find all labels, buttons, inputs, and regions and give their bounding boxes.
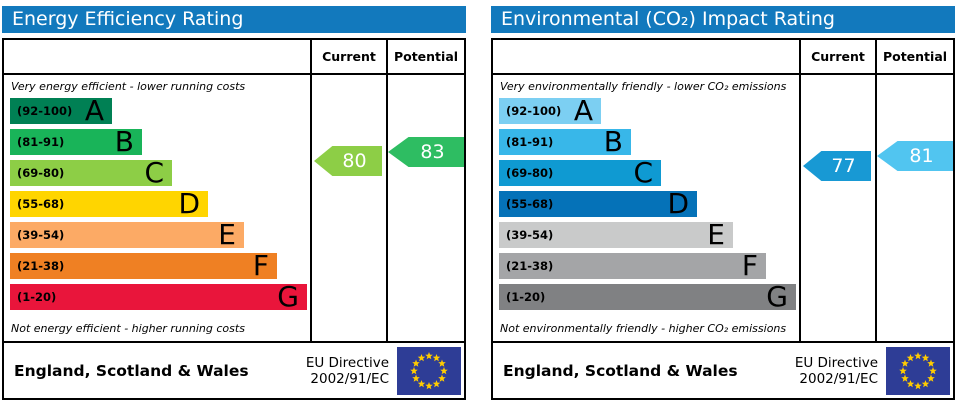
energy-efficiency-panel: Energy Efficiency Rating Current Potenti…: [2, 6, 466, 400]
top-note: Very environmentally friendly - lower CO…: [500, 80, 787, 93]
band-f: (21-38) F: [499, 249, 766, 282]
potential-rating-arrow: 83: [388, 137, 464, 167]
eu-directive-line2: 2002/91/EC: [799, 370, 878, 387]
band-letter: B: [114, 125, 134, 158]
band-range: (55-68): [17, 197, 65, 211]
eu-flag-icon: [886, 346, 950, 395]
band-letter: G: [766, 280, 788, 313]
band-a: (92-100) A: [499, 94, 601, 127]
band-area: Very environmentally friendly - lower CO…: [493, 75, 801, 341]
empty-header-cell: [4, 40, 312, 75]
region-label: England, Scotland & Wales: [503, 361, 738, 380]
band-b: (81-91) B: [499, 125, 631, 158]
bottom-note: Not energy efficient - higher running co…: [11, 322, 245, 335]
panel-footer: England, Scotland & Wales EU Directive 2…: [4, 341, 464, 398]
band-c: (69-80) C: [499, 156, 661, 189]
band-letter: D: [178, 187, 200, 220]
empty-header-cell: [493, 40, 801, 75]
band-letter: E: [707, 218, 725, 251]
potential-column-header: Potential: [877, 40, 953, 75]
region-label: England, Scotland & Wales: [14, 361, 249, 380]
band-range: (92-100): [17, 104, 73, 118]
environmental-impact-panel: Environmental (CO₂) Impact Rating Curren…: [491, 6, 955, 400]
band-c: (69-80) C: [10, 156, 172, 189]
band-range: (69-80): [506, 166, 554, 180]
band-letter: F: [741, 249, 758, 282]
current-rating-cell: 80: [312, 75, 388, 341]
top-note: Very energy efficient - lower running co…: [11, 80, 246, 93]
eu-directive-line2: 2002/91/EC: [310, 370, 389, 387]
current-rating-cell: 77: [801, 75, 877, 341]
band-area: Very energy efficient - lower running co…: [4, 75, 312, 341]
eu-directive-label: EU Directive 2002/91/EC: [306, 355, 389, 387]
band-range: (81-91): [17, 135, 65, 149]
panel-title: Energy Efficiency Rating: [2, 6, 466, 33]
band-letter: G: [277, 280, 299, 313]
band-letter: A: [573, 94, 593, 127]
potential-column-header: Potential: [388, 40, 464, 75]
band-letter: B: [603, 125, 623, 158]
band-d: (55-68) D: [10, 187, 208, 220]
panel-title: Environmental (CO₂) Impact Rating: [491, 6, 955, 33]
potential-rating-cell: 81: [877, 75, 953, 341]
band-range: (81-91): [506, 135, 554, 149]
eu-flag-icon: [397, 346, 461, 395]
current-rating-arrow: 77: [803, 151, 871, 181]
band-letter: D: [667, 187, 689, 220]
band-letter: C: [144, 156, 164, 189]
band-e: (39-54) E: [10, 218, 244, 251]
current-column-header: Current: [312, 40, 388, 75]
potential-rating-cell: 83: [388, 75, 464, 341]
band-d: (55-68) D: [499, 187, 697, 220]
band-a: (92-100) A: [10, 94, 112, 127]
band-range: (39-54): [506, 228, 554, 242]
panel-footer: England, Scotland & Wales EU Directive 2…: [493, 341, 953, 398]
potential-rating-arrow: 81: [877, 141, 953, 171]
band-letter: C: [633, 156, 653, 189]
current-column-header: Current: [801, 40, 877, 75]
band-range: (69-80): [17, 166, 65, 180]
band-b: (81-91) B: [10, 125, 142, 158]
eu-directive-line1: EU Directive: [794, 354, 878, 371]
band-g: (1-20) G: [10, 280, 307, 313]
band-range: (55-68): [506, 197, 554, 211]
band-range: (39-54): [17, 228, 65, 242]
band-g: (1-20) G: [499, 280, 796, 313]
band-range: (1-20): [17, 290, 57, 304]
band-f: (21-38) F: [10, 249, 277, 282]
band-letter: E: [218, 218, 236, 251]
eu-directive-label: EU Directive 2002/91/EC: [795, 355, 878, 387]
bottom-note: Not environmentally friendly - higher CO…: [500, 322, 787, 335]
band-letter: F: [252, 249, 269, 282]
band-e: (39-54) E: [499, 218, 733, 251]
rating-table: Current Potential Very energy efficient …: [2, 38, 466, 400]
eu-directive-line1: EU Directive: [305, 354, 389, 371]
current-rating-arrow: 80: [314, 146, 382, 176]
rating-table: Current Potential Very environmentally f…: [491, 38, 955, 400]
band-range: (21-38): [506, 259, 554, 273]
band-range: (1-20): [506, 290, 546, 304]
band-range: (21-38): [17, 259, 65, 273]
band-letter: A: [84, 94, 104, 127]
band-range: (92-100): [506, 104, 562, 118]
